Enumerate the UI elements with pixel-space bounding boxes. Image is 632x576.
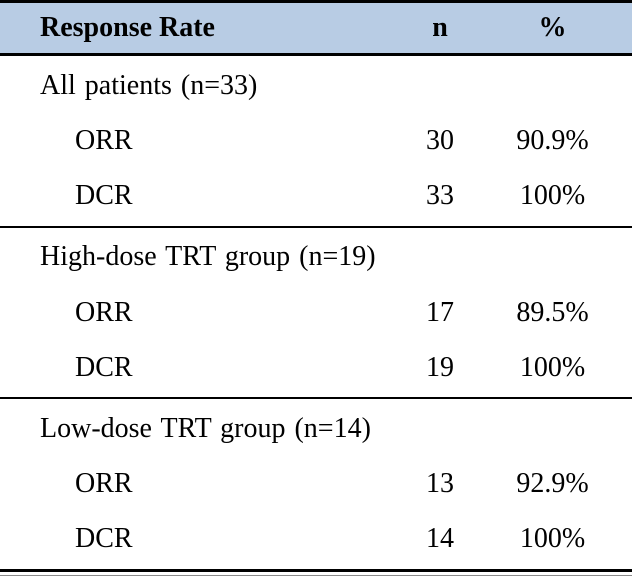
table-header-row: Response Rate n %	[0, 3, 632, 56]
row-n-value: 13	[426, 468, 454, 500]
table-row: ORR 13 92.9%	[0, 457, 632, 512]
row-percent-value: 92.9%	[516, 468, 589, 500]
row-n-value: 30	[426, 124, 454, 156]
table-bottom-rule	[0, 569, 632, 576]
row-percent-value: 100%	[519, 180, 586, 212]
row-percent-value: 89.5%	[516, 296, 589, 328]
section-high-dose: High-dose TRT group (n=19) ORR 17 89.5% …	[0, 225, 632, 398]
table-row: ORR 17 89.5%	[0, 285, 632, 340]
row-label: ORR	[75, 296, 133, 328]
row-percent-value: 90.9%	[516, 124, 589, 156]
table-row: DCR 14 100%	[0, 512, 632, 567]
row-percent-value: 100%	[519, 351, 586, 383]
row-n-value: 19	[426, 351, 454, 383]
row-label: ORR	[75, 468, 133, 500]
group-label-all-patients: All patients (n=33)	[40, 69, 258, 101]
row-n-value: 17	[426, 296, 454, 328]
table-row: ORR 30 90.9%	[0, 113, 632, 168]
section-all-patients: All patients (n=33) ORR 30 90.9% DCR 33 …	[0, 56, 632, 226]
row-label: DCR	[75, 351, 133, 383]
header-n: n	[432, 12, 448, 43]
table-row: DCR 19 100%	[0, 340, 632, 395]
row-label: DCR	[75, 180, 133, 212]
header-percent: %	[538, 12, 567, 43]
row-n-value: 14	[426, 523, 454, 555]
section-low-dose: Low-dose TRT group (n=14) ORR 13 92.9% D…	[0, 397, 632, 569]
group-label-low-dose: Low-dose TRT group (n=14)	[40, 412, 371, 444]
row-n-value: 33	[426, 180, 454, 212]
group-label-high-dose: High-dose TRT group (n=19)	[40, 241, 376, 273]
row-label: DCR	[75, 523, 133, 555]
row-percent-value: 100%	[519, 523, 586, 555]
table-row: DCR 33 100%	[0, 168, 632, 223]
header-response-rate: Response Rate	[40, 12, 215, 43]
row-label: ORR	[75, 124, 133, 156]
